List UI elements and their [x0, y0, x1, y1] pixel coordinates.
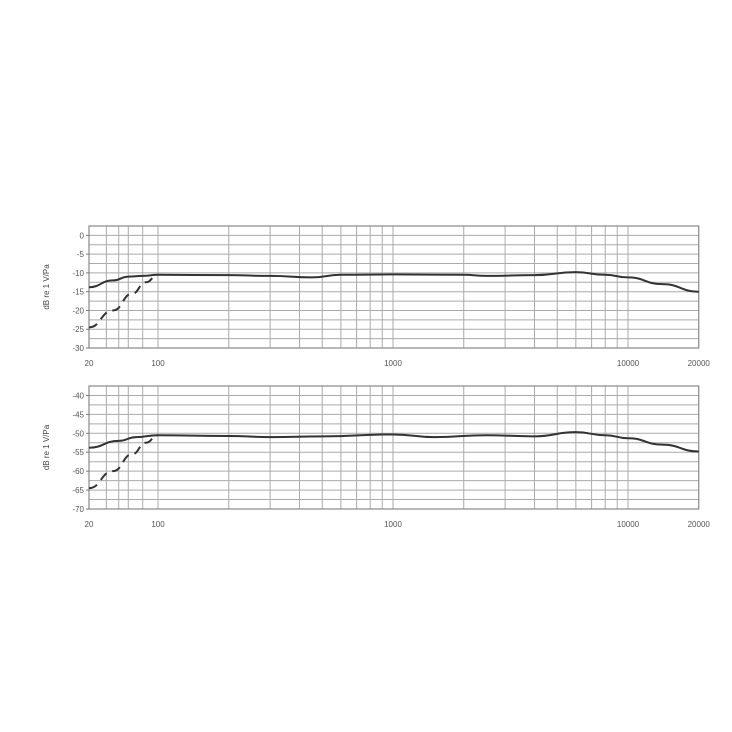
x-tick-label: 1000 [384, 520, 402, 529]
x-tick-label: 100 [151, 359, 165, 368]
x-tick-label: 10000 [617, 359, 640, 368]
y-tick-label: -45 [72, 410, 84, 419]
y-tick-label: -25 [72, 325, 84, 334]
y-axis-label: dB re 1 V/Pa [42, 264, 51, 310]
y-tick-label: -10 [72, 269, 84, 278]
x-tick-label: 1000 [384, 359, 402, 368]
dashed-response-line [88, 434, 159, 490]
y-axis-label: dB re 1 V/Pa [42, 424, 51, 470]
dashed-response-line [88, 273, 159, 329]
y-tick-label: 0 [80, 231, 85, 240]
x-tick-label: 20000 [688, 359, 711, 368]
y-tick-label: -60 [72, 467, 84, 476]
x-tick-label: 20000 [688, 520, 711, 529]
y-tick-label: -40 [72, 391, 84, 400]
solid-response-line [88, 431, 699, 453]
x-tick-label: 20 [85, 359, 94, 368]
solid-response-line [88, 271, 699, 293]
x-tick-label: 10000 [617, 520, 640, 529]
y-tick-label: -15 [72, 288, 84, 297]
y-tick-label: -65 [72, 486, 84, 495]
y-tick-label: -5 [77, 250, 85, 259]
x-tick-label: 20 [85, 520, 94, 529]
y-tick-label: -30 [72, 344, 84, 353]
y-tick-label: -70 [72, 505, 84, 514]
y-tick-label: -55 [72, 448, 84, 457]
y-tick-label: -50 [72, 429, 84, 438]
x-tick-label: 100 [151, 520, 165, 529]
y-tick-label: -20 [72, 306, 84, 315]
